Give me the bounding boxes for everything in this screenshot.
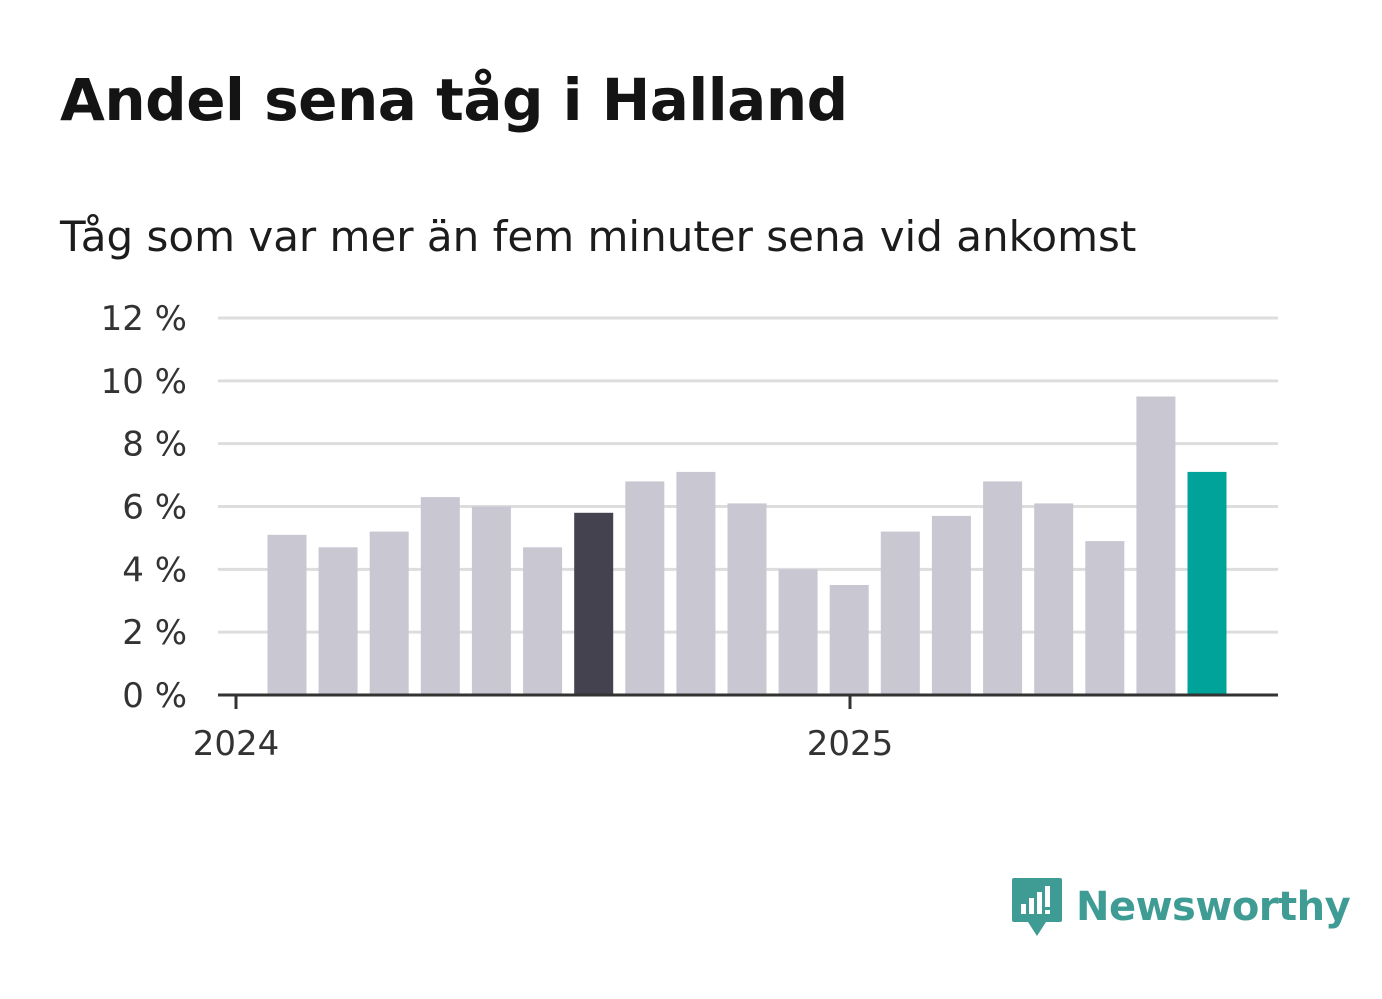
y-tick-label: 6 % (122, 488, 187, 528)
y-tick-label: 10 % (101, 362, 187, 402)
bar (1085, 541, 1125, 695)
bar (523, 547, 563, 695)
y-tick-label: 12 % (101, 299, 187, 339)
bar-chart: 0 % 2 % 4 % 6 % 8 % 10 % 12 % 2024 2025 (101, 299, 1278, 764)
bar (369, 531, 409, 695)
newsworthy-logo-icon (1012, 878, 1062, 936)
bar (931, 515, 971, 695)
x-tick-label: 2025 (807, 724, 894, 764)
bar (880, 531, 920, 695)
bar (829, 585, 869, 695)
bar (983, 481, 1023, 695)
bar (318, 547, 358, 695)
bar (1136, 396, 1176, 695)
chart-subtitle: Tåg som var mer än fem minuter sena vid … (60, 212, 1137, 261)
y-tick-label: 8 % (122, 425, 187, 465)
chart-title: Andel sena tåg i Halland (60, 66, 848, 134)
bar (625, 481, 665, 695)
y-tick-label: 2 % (122, 613, 187, 653)
newsworthy-logo-text: Newsworthy (1076, 884, 1351, 930)
x-tick-label: 2024 (193, 724, 280, 764)
y-tick-label: 4 % (122, 550, 187, 590)
bar (574, 512, 614, 695)
newsworthy-logo: Newsworthy (1010, 876, 1351, 938)
bar (420, 497, 460, 695)
bar (471, 506, 511, 695)
bar (267, 534, 307, 695)
bar (778, 569, 818, 695)
bar (676, 471, 716, 695)
bar (727, 503, 767, 695)
bar (1187, 471, 1227, 695)
bar (1034, 503, 1074, 695)
y-tick-label: 0 % (122, 676, 187, 716)
